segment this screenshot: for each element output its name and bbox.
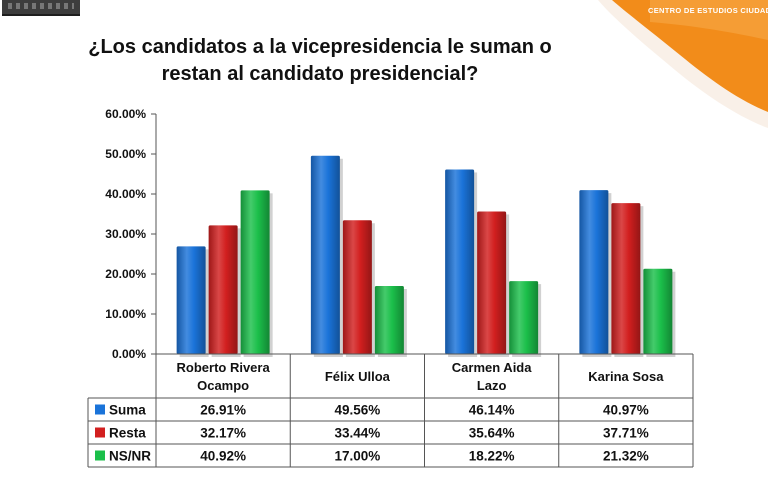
data-label: 32.17% <box>200 426 246 441</box>
y-tick-label: 30.00% <box>105 227 146 241</box>
data-label: 17.00% <box>334 449 380 464</box>
bar-resta-0 <box>208 225 238 354</box>
data-label: 37.71% <box>603 426 649 441</box>
data-label: 18.22% <box>469 449 515 464</box>
bar-resta-2 <box>477 211 507 354</box>
legend-swatch-resta <box>95 427 105 438</box>
data-label: 35.64% <box>469 426 515 441</box>
bar-nsnr-3 <box>643 268 673 354</box>
y-tick-label: 10.00% <box>105 307 146 321</box>
legend-label: Resta <box>109 426 146 441</box>
data-label: 49.56% <box>334 403 380 418</box>
chart-title-line-1: ¿Los candidatos a la vicepresidencia le … <box>88 36 552 58</box>
bar-nsnr-1 <box>374 286 404 354</box>
legend-label: NS/NR <box>109 449 151 464</box>
bar-nsnr-0 <box>240 190 270 354</box>
chart-title: ¿Los candidatos a la vicepresidencia le … <box>40 34 600 88</box>
legend-swatch-suma <box>95 404 105 415</box>
category-label: Roberto Rivera <box>177 360 271 375</box>
legend-swatch-nsnr <box>95 450 105 461</box>
bar-suma-2 <box>445 169 475 354</box>
category-label: Karina Sosa <box>588 369 664 384</box>
bar-suma-0 <box>176 246 206 354</box>
legend-label: Suma <box>109 403 146 418</box>
category-label: Félix Ulloa <box>325 369 391 384</box>
y-tick-label: 20.00% <box>105 267 146 281</box>
category-label: Lazo <box>477 378 507 393</box>
bar-resta-1 <box>342 220 372 354</box>
bar-suma-1 <box>310 155 340 354</box>
logo <box>2 0 80 16</box>
data-label: 46.14% <box>469 403 515 418</box>
brand-text: CENTRO DE ESTUDIOS CIUDADA <box>648 6 768 15</box>
data-label: 26.91% <box>200 403 246 418</box>
y-tick-label: 60.00% <box>105 107 146 121</box>
category-label: Ocampo <box>197 378 249 393</box>
data-label: 33.44% <box>334 426 380 441</box>
data-label: 40.97% <box>603 403 649 418</box>
bar-resta-3 <box>611 203 641 354</box>
y-tick-label: 40.00% <box>105 187 146 201</box>
chart-title-line-2: restan al candidato presidencial? <box>161 63 479 85</box>
y-tick-label: 0.00% <box>112 347 146 361</box>
data-label: 40.92% <box>200 449 246 464</box>
category-label: Carmen Aida <box>452 360 532 375</box>
y-tick-label: 50.00% <box>105 147 146 161</box>
data-label: 21.32% <box>603 449 649 464</box>
bar-nsnr-2 <box>509 281 539 354</box>
bar-suma-3 <box>579 190 609 354</box>
